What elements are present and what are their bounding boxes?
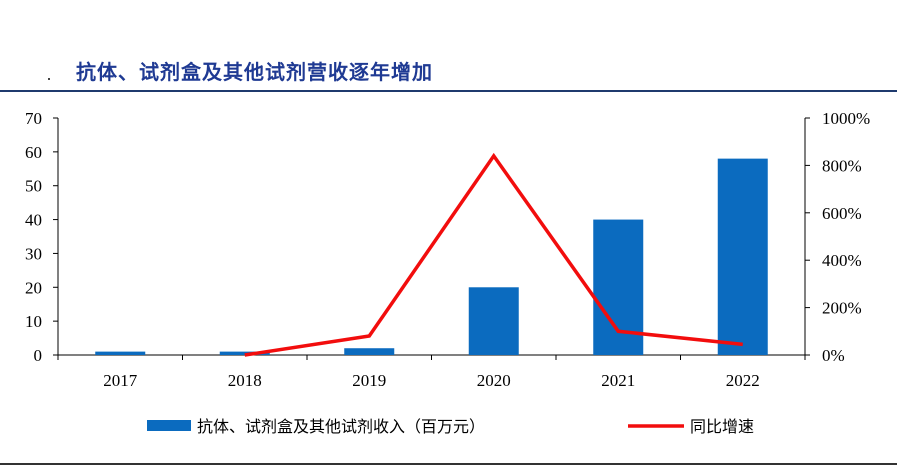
y-right-tick-label: 0% bbox=[822, 346, 845, 365]
legend-line-label: 同比增速 bbox=[690, 417, 754, 436]
x-tick-label: 2017 bbox=[103, 371, 138, 390]
chart-title: 抗体、试剂盒及其他试剂营收逐年增加 bbox=[76, 60, 433, 84]
y-left-tick-label: 60 bbox=[25, 143, 42, 162]
y-right-tick-label: 400% bbox=[822, 251, 862, 270]
y-left-tick-label: 30 bbox=[25, 244, 42, 263]
y-left-tick-label: 10 bbox=[25, 312, 42, 331]
y-left-tick-label: 20 bbox=[25, 278, 42, 297]
growth-rate-line bbox=[244, 152, 743, 357]
x-tick-label: 2022 bbox=[726, 371, 760, 390]
y-right-tick-label: 1000% bbox=[822, 109, 870, 128]
x-tick-label: 2020 bbox=[477, 371, 511, 390]
bar-2017 bbox=[95, 351, 146, 355]
bar-2020 bbox=[468, 287, 519, 355]
bar-2019 bbox=[344, 348, 395, 355]
y-right-tick-label: 800% bbox=[822, 156, 862, 175]
y-left-tick-label: 50 bbox=[25, 177, 42, 196]
decorative-dot bbox=[48, 78, 50, 80]
y-left-tick-label: 0 bbox=[34, 346, 43, 365]
legend-bar-swatch bbox=[147, 420, 191, 431]
y-left-tick-label: 70 bbox=[25, 109, 42, 128]
y-right-tick-label: 600% bbox=[822, 204, 862, 223]
legend-bar-label: 抗体、试剂盒及其他试剂收入（百万元） bbox=[197, 417, 485, 436]
y-right-tick-label: 200% bbox=[822, 299, 862, 318]
x-tick-label: 2018 bbox=[228, 371, 262, 390]
x-tick-label: 2019 bbox=[352, 371, 386, 390]
x-tick-label: 2021 bbox=[601, 371, 635, 390]
y-left-tick-label: 40 bbox=[25, 211, 42, 230]
bar-2022 bbox=[717, 158, 768, 355]
bottom-rule bbox=[0, 463, 897, 465]
top-rule bbox=[0, 90, 897, 92]
